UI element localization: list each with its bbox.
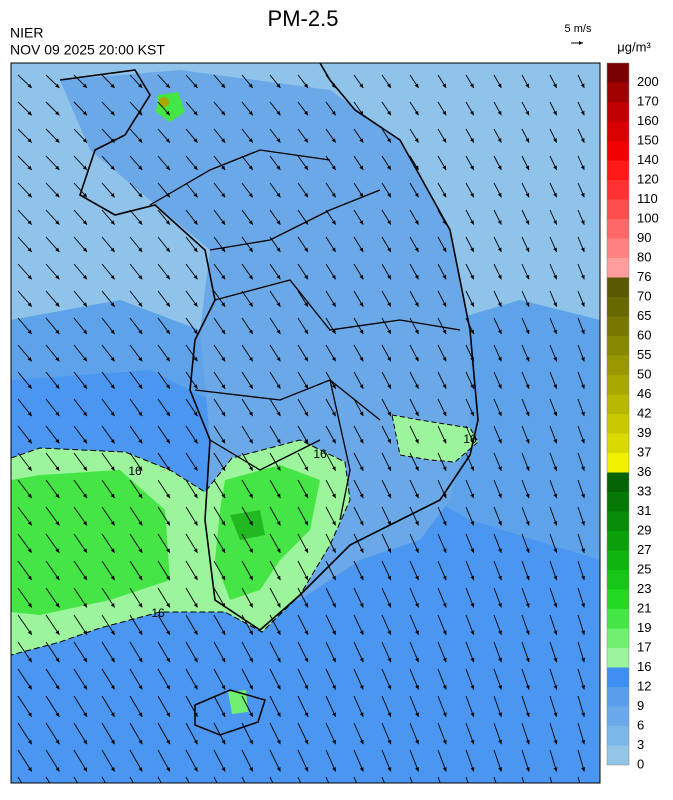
colorbar-cell	[607, 687, 629, 707]
colorbar-cell	[607, 161, 629, 181]
colorbar-tick-label: 36	[637, 464, 651, 479]
colorbar-tick-label: 29	[637, 522, 651, 537]
colorbar-tick-label: 100	[637, 210, 659, 225]
colorbar-tick-label: 65	[637, 308, 651, 323]
colorbar-cell	[607, 726, 629, 746]
colorbar-cell	[607, 63, 629, 83]
colorbar-cell	[607, 317, 629, 337]
colorbar-tick-label: 0	[637, 756, 644, 771]
colorbar-cell	[607, 707, 629, 727]
colorbar-cell	[607, 629, 629, 649]
colorbar-cell	[607, 570, 629, 590]
colorbar-cell	[607, 141, 629, 161]
colorbar-tick-label: 21	[637, 600, 651, 615]
colorbar-cell	[607, 434, 629, 454]
colorbar-cell	[607, 648, 629, 668]
contour-label: 16	[313, 447, 327, 461]
colorbar-tick-label: 80	[637, 249, 651, 264]
colorbar-cell	[607, 239, 629, 259]
map	[11, 63, 600, 795]
contour-label: 16	[463, 432, 477, 446]
colorbar-tick-label: 140	[637, 152, 659, 167]
colorbar: 0369121617192123252729313336373942465055…	[607, 63, 659, 771]
wind-scale-label: 5 m/s	[565, 23, 592, 35]
colorbar-cell	[607, 531, 629, 551]
colorbar-cell	[607, 83, 629, 103]
colorbar-cell	[607, 512, 629, 532]
colorbar-tick-label: 6	[637, 717, 644, 732]
hotspot	[159, 97, 169, 107]
colorbar-tick-label: 55	[637, 347, 651, 362]
colorbar-cell	[607, 746, 629, 766]
datetime: NOV 09 2025 20:00 KST	[10, 42, 165, 58]
colorbar-cell	[607, 278, 629, 298]
colorbar-cell	[607, 122, 629, 142]
colorbar-cell	[607, 102, 629, 122]
colorbar-cell	[607, 492, 629, 512]
colorbar-cell	[607, 668, 629, 688]
colorbar-cell	[607, 297, 629, 317]
colorbar-cell	[607, 551, 629, 571]
colorbar-tick-label: 39	[637, 425, 651, 440]
colorbar-cell	[607, 356, 629, 376]
colorbar-tick-label: 17	[637, 639, 651, 654]
colorbar-cell	[607, 180, 629, 200]
colorbar-tick-label: 200	[637, 74, 659, 89]
colorbar-tick-label: 170	[637, 93, 659, 108]
colorbar-cell	[607, 609, 629, 629]
colorbar-tick-label: 23	[637, 581, 651, 596]
colorbar-tick-label: 12	[637, 678, 651, 693]
agency: NIER	[10, 25, 43, 41]
colorbar-tick-label: 9	[637, 698, 644, 713]
colorbar-tick-label: 19	[637, 620, 651, 635]
colorbar-tick-label: 16	[637, 659, 651, 674]
colorbar-tick-label: 3	[637, 737, 644, 752]
colorbar-cell	[607, 395, 629, 415]
colorbar-tick-label: 90	[637, 230, 651, 245]
colorbar-cell	[607, 414, 629, 434]
colorbar-cell	[607, 219, 629, 239]
colorbar-cell	[607, 258, 629, 278]
wind-scale-arrow	[571, 41, 583, 45]
colorbar-tick-label: 31	[637, 503, 651, 518]
colorbar-tick-label: 120	[637, 171, 659, 186]
contour-label: 16	[128, 464, 142, 478]
colorbar-tick-label: 33	[637, 483, 651, 498]
title: PM-2.5	[268, 6, 339, 31]
colorbar-cell	[607, 453, 629, 473]
colorbar-tick-label: 70	[637, 288, 651, 303]
colorbar-unit: μg/m³	[617, 39, 651, 54]
colorbar-tick-label: 150	[637, 132, 659, 147]
colorbar-tick-label: 160	[637, 113, 659, 128]
colorbar-cell	[607, 590, 629, 610]
colorbar-tick-label: 42	[637, 405, 651, 420]
colorbar-cell	[607, 200, 629, 220]
colorbar-tick-label: 110	[637, 191, 658, 206]
contour-label: 16	[151, 606, 165, 620]
colorbar-cell	[607, 473, 629, 493]
colorbar-tick-label: 60	[637, 327, 651, 342]
colorbar-tick-label: 46	[637, 386, 651, 401]
colorbar-cell	[607, 375, 629, 395]
colorbar-tick-label: 25	[637, 561, 651, 576]
colorbar-tick-label: 76	[637, 269, 651, 284]
colorbar-tick-label: 50	[637, 366, 651, 381]
colorbar-tick-label: 27	[637, 542, 651, 557]
colorbar-cell	[607, 336, 629, 356]
colorbar-tick-label: 37	[637, 444, 651, 459]
